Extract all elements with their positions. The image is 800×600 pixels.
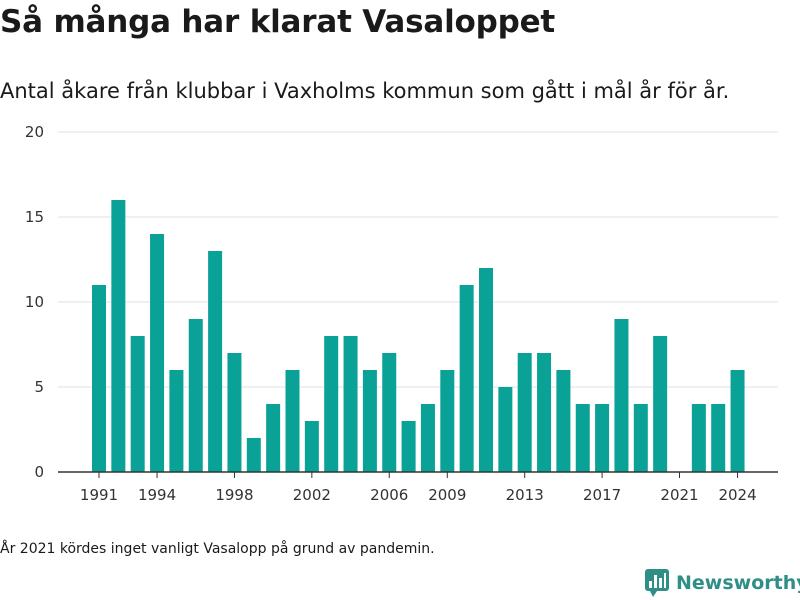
- bar-chart-logo-icon: [645, 569, 669, 597]
- logo-text: Newsworthy: [676, 572, 800, 594]
- bar-2003: [324, 336, 339, 472]
- bar-1994: [150, 234, 165, 472]
- bar-2019: [633, 404, 648, 472]
- y-tick-label: 20: [25, 123, 44, 141]
- bar-1999: [246, 438, 261, 472]
- bar-2017: [595, 404, 610, 472]
- chart-subtitle: Antal åkare från klubbar i Vaxholms komm…: [0, 79, 730, 103]
- bar-1997: [208, 251, 223, 472]
- bar-2015: [556, 370, 571, 472]
- x-tick-label: 2002: [293, 486, 331, 504]
- bar-2024: [730, 370, 745, 472]
- bar-2020: [653, 336, 668, 472]
- bar-2002: [304, 421, 319, 472]
- y-tick-label: 15: [25, 208, 44, 226]
- bar-1996: [188, 319, 203, 472]
- bar-1998: [227, 353, 242, 472]
- footnote: År 2021 kördes inget vanligt Vasalopp på…: [0, 541, 435, 557]
- x-tick-label: 1994: [138, 486, 176, 504]
- bar-1995: [169, 370, 184, 472]
- grid-lines: [58, 131, 778, 388]
- bar-2009: [440, 370, 455, 472]
- bar-2005: [362, 370, 377, 472]
- x-tick-label: 2013: [506, 486, 544, 504]
- bar-2007: [401, 421, 416, 472]
- x-tick-label: 2024: [718, 486, 756, 504]
- bar-2018: [614, 319, 629, 472]
- bar-2012: [498, 387, 513, 472]
- x-tick-label: 2021: [660, 486, 698, 504]
- x-tick-label: 2017: [583, 486, 621, 504]
- y-tick-label: 10: [25, 293, 44, 311]
- bar-2023: [711, 404, 726, 472]
- bars: [92, 200, 745, 472]
- bar-2016: [575, 404, 590, 472]
- bar-2013: [517, 353, 532, 472]
- bar-2006: [382, 353, 397, 472]
- bar-2010: [459, 285, 474, 472]
- bar-1993: [130, 336, 145, 472]
- bar-1991: [92, 285, 106, 472]
- chart-title: Så många har klarat Vasaloppet: [0, 4, 556, 40]
- bar-2022: [691, 404, 706, 472]
- bar-2014: [537, 353, 552, 472]
- bar-2000: [266, 404, 281, 472]
- y-tick-label: 5: [34, 378, 44, 396]
- x-tick-label: 2009: [428, 486, 466, 504]
- axes: 0 5 10 15 20 1991 1994 1998 2002 2006 2009 2013 2017…: [25, 123, 778, 504]
- bar-2004: [343, 336, 358, 472]
- newsworthy-logo: Newsworthy: [645, 568, 800, 598]
- bar-1992: [111, 200, 126, 472]
- bar-2001: [285, 370, 300, 472]
- x-tick-label: 1998: [215, 486, 253, 504]
- bar-2008: [420, 404, 435, 472]
- x-tick-label: 1991: [80, 486, 118, 504]
- bar-2011: [479, 268, 493, 472]
- x-tick-label: 2006: [370, 486, 408, 504]
- y-tick-label: 0: [34, 463, 44, 481]
